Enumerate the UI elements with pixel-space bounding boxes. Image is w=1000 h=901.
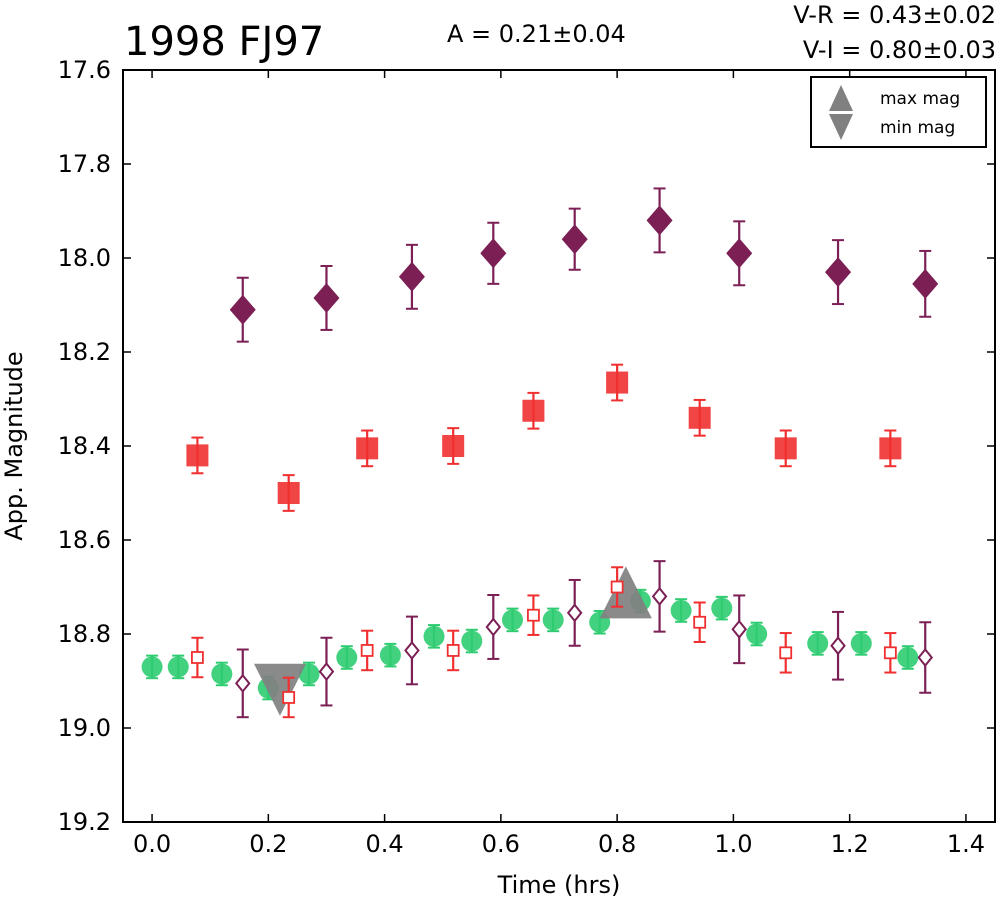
data-point-i	[912, 268, 939, 299]
data-point-r	[688, 406, 711, 429]
y-tick-label: 18.0	[58, 244, 111, 272]
max-mag-marker	[599, 566, 652, 619]
data-point-r	[774, 437, 797, 460]
x-axis-label: Time (hrs)	[497, 871, 621, 899]
data-point-v	[670, 600, 692, 621]
data-point-r	[442, 435, 465, 457]
data-point-i	[229, 294, 256, 325]
plot-frame	[122, 69, 996, 823]
data-point-i-shifted	[318, 662, 335, 682]
x-tick-label: 0.0	[133, 830, 171, 858]
legend-min-mag-label: min mag	[880, 118, 955, 138]
axis-ticks: 0.0 0.2 0.4 0.6 0.8 1.0 1.2 1.4 17.6 17.8 18.0 18.2…	[58, 56, 995, 858]
legend-min-mag-triangle-down-icon	[829, 114, 853, 140]
data-point-i	[561, 224, 588, 255]
v-r-color-annotation: V-R = 0.43±0.02	[793, 1, 996, 29]
series-r-band	[186, 363, 902, 512]
data-point-i	[313, 282, 340, 313]
data-point-v	[141, 656, 163, 678]
x-tick-label: 0.2	[249, 830, 287, 858]
data-point-r	[277, 482, 300, 504]
data-point-i-shifted	[651, 586, 668, 606]
data-point-i	[398, 261, 425, 292]
data-point-i-shifted	[917, 647, 934, 668]
v-i-color-annotation: V-I = 0.80±0.03	[803, 36, 996, 64]
series-i-shifted-band	[234, 560, 934, 719]
data-point-i-shifted	[830, 636, 846, 656]
x-tick-label: 1.4	[947, 830, 985, 858]
data-point-v	[211, 663, 233, 685]
data-point-v	[501, 609, 523, 631]
data-point-r-shifted	[883, 646, 897, 660]
legend-max-mag-label: max mag	[880, 89, 960, 109]
y-axis-label: App. Magnitude	[0, 351, 28, 540]
data-point-v	[807, 632, 829, 654]
series-r-shifted-band	[191, 566, 897, 719]
data-point-v	[336, 647, 358, 668]
data-point-r-shifted	[527, 608, 540, 622]
data-point-r-shifted	[693, 615, 707, 629]
y-tick-label: 17.8	[58, 150, 111, 178]
data-point-i	[726, 238, 753, 269]
data-point-r-shifted	[446, 644, 460, 657]
data-point-v	[542, 609, 564, 631]
data-point-i-shifted	[731, 619, 748, 639]
chart-title: 1998 FJ97	[124, 19, 324, 65]
legend: max mag min mag	[810, 76, 987, 148]
min-mag-marker	[253, 663, 306, 716]
data-layer	[141, 187, 939, 719]
data-point-i	[480, 238, 507, 269]
data-point-v	[850, 632, 872, 654]
data-point-i-shifted	[234, 673, 251, 693]
data-point-r-shifted	[282, 691, 296, 704]
data-point-r	[356, 437, 379, 460]
data-point-i	[825, 257, 852, 288]
y-tick-label: 19.0	[58, 714, 111, 742]
data-point-r	[186, 444, 209, 467]
data-point-r	[879, 437, 902, 460]
data-point-r-shifted	[191, 651, 204, 664]
x-tick-label: 1.2	[831, 830, 869, 858]
y-tick-label: 19.2	[58, 808, 111, 836]
y-tick-label: 18.6	[58, 526, 111, 554]
legend-max-mag-triangle-up-icon	[829, 85, 853, 111]
data-point-r-shifted	[610, 580, 624, 594]
data-point-v	[298, 663, 320, 685]
x-tick-label: 0.4	[366, 830, 404, 858]
data-point-i-shifted	[485, 617, 502, 637]
x-tick-label: 1.0	[714, 830, 752, 858]
series-i-band	[229, 187, 939, 343]
data-point-r	[522, 399, 545, 422]
data-point-v	[423, 625, 445, 647]
data-point-r-shifted	[360, 644, 374, 657]
data-point-i-shifted	[404, 640, 420, 661]
data-point-r	[606, 371, 629, 394]
data-point-i-shifted	[566, 603, 583, 623]
amplitude-annotation: A = 0.21±0.04	[447, 20, 626, 48]
data-point-v	[461, 630, 483, 652]
y-tick-label: 18.2	[58, 338, 111, 366]
data-point-v	[897, 647, 919, 668]
data-point-v	[379, 644, 401, 666]
x-tick-label: 0.6	[482, 830, 520, 858]
series-v-band	[141, 588, 919, 701]
data-point-v	[746, 623, 768, 645]
y-tick-label: 18.4	[58, 432, 111, 460]
x-tick-label: 0.8	[598, 830, 636, 858]
y-tick-label: 18.8	[58, 620, 111, 648]
data-point-i	[646, 205, 673, 236]
y-tick-label: 17.6	[58, 56, 111, 84]
data-point-r-shifted	[779, 646, 793, 660]
data-point-v	[711, 597, 733, 619]
data-point-v	[167, 656, 189, 678]
